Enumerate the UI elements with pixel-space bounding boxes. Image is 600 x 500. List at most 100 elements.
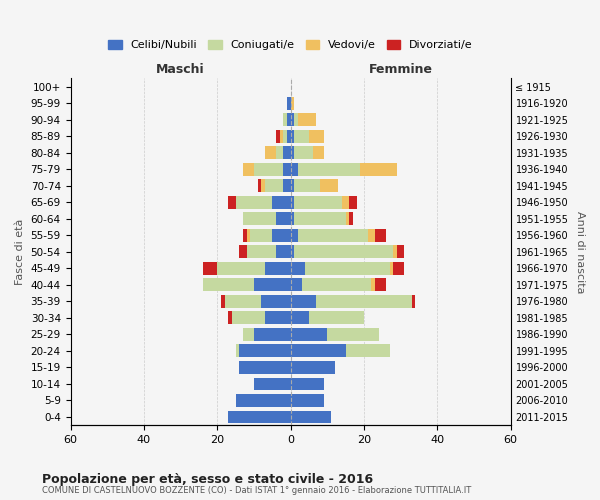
Bar bbox=[302, 278, 371, 291]
Bar bbox=[290, 328, 327, 341]
Bar bbox=[346, 212, 349, 225]
Bar bbox=[254, 378, 290, 390]
Bar bbox=[254, 278, 290, 291]
Bar bbox=[290, 163, 298, 175]
Bar bbox=[290, 180, 294, 192]
Bar bbox=[283, 163, 290, 175]
Bar bbox=[290, 113, 294, 126]
Bar bbox=[265, 312, 290, 324]
Y-axis label: Anni di nascita: Anni di nascita bbox=[575, 210, 585, 293]
Bar bbox=[346, 344, 389, 358]
Bar bbox=[290, 96, 294, 110]
Bar bbox=[276, 246, 290, 258]
Bar bbox=[236, 196, 272, 208]
Bar bbox=[228, 312, 232, 324]
Bar bbox=[290, 394, 323, 407]
Bar bbox=[265, 262, 290, 275]
Bar bbox=[294, 180, 320, 192]
Bar bbox=[294, 113, 298, 126]
Bar bbox=[224, 295, 261, 308]
Bar bbox=[261, 180, 265, 192]
Bar bbox=[217, 262, 265, 275]
Bar bbox=[375, 278, 386, 291]
Bar bbox=[298, 113, 316, 126]
Bar bbox=[309, 312, 364, 324]
Bar bbox=[290, 196, 294, 208]
Bar bbox=[254, 328, 290, 341]
Bar bbox=[342, 196, 349, 208]
Bar bbox=[283, 180, 290, 192]
Bar bbox=[305, 262, 389, 275]
Text: Popolazione per età, sesso e stato civile - 2016: Popolazione per età, sesso e stato civil… bbox=[42, 472, 373, 486]
Bar bbox=[290, 410, 331, 424]
Bar bbox=[239, 344, 290, 358]
Legend: Celibi/Nubili, Coniugati/e, Vedovi/e, Divorziati/e: Celibi/Nubili, Coniugati/e, Vedovi/e, Di… bbox=[104, 36, 477, 54]
Bar bbox=[243, 212, 276, 225]
Bar bbox=[257, 180, 261, 192]
Bar bbox=[236, 344, 239, 358]
Bar bbox=[375, 229, 386, 241]
Bar bbox=[280, 130, 283, 142]
Bar bbox=[243, 163, 254, 175]
Text: Femmine: Femmine bbox=[368, 63, 433, 76]
Bar bbox=[290, 229, 298, 241]
Bar bbox=[265, 180, 283, 192]
Bar bbox=[389, 262, 393, 275]
Bar bbox=[272, 196, 290, 208]
Bar bbox=[397, 246, 404, 258]
Bar bbox=[276, 146, 283, 159]
Bar bbox=[283, 113, 287, 126]
Bar bbox=[247, 246, 276, 258]
Bar bbox=[287, 96, 290, 110]
Bar bbox=[247, 229, 250, 241]
Bar bbox=[412, 295, 415, 308]
Bar bbox=[316, 295, 412, 308]
Bar bbox=[261, 295, 290, 308]
Bar bbox=[309, 130, 323, 142]
Bar bbox=[287, 130, 290, 142]
Bar bbox=[243, 229, 247, 241]
Bar bbox=[349, 212, 353, 225]
Bar bbox=[243, 328, 254, 341]
Bar bbox=[290, 361, 335, 374]
Bar bbox=[294, 196, 342, 208]
Bar bbox=[272, 229, 290, 241]
Bar bbox=[368, 229, 375, 241]
Bar bbox=[290, 246, 294, 258]
Bar bbox=[371, 278, 375, 291]
Bar bbox=[239, 361, 290, 374]
Text: Maschi: Maschi bbox=[156, 63, 205, 76]
Bar bbox=[393, 246, 397, 258]
Bar bbox=[313, 146, 323, 159]
Bar bbox=[283, 146, 290, 159]
Bar bbox=[276, 212, 290, 225]
Bar bbox=[294, 212, 346, 225]
Bar bbox=[327, 328, 379, 341]
Bar bbox=[290, 295, 316, 308]
Bar bbox=[203, 262, 217, 275]
Bar bbox=[290, 312, 309, 324]
Y-axis label: Fasce di età: Fasce di età bbox=[15, 218, 25, 285]
Bar bbox=[287, 113, 290, 126]
Bar bbox=[203, 278, 254, 291]
Bar bbox=[290, 278, 302, 291]
Bar bbox=[298, 163, 360, 175]
Bar bbox=[276, 130, 280, 142]
Bar bbox=[228, 196, 236, 208]
Bar bbox=[294, 146, 313, 159]
Bar bbox=[236, 394, 290, 407]
Bar bbox=[228, 410, 290, 424]
Bar bbox=[393, 262, 404, 275]
Text: COMUNE DI CASTELNUOVO BOZZENTE (CO) - Dati ISTAT 1° gennaio 2016 - Elaborazione : COMUNE DI CASTELNUOVO BOZZENTE (CO) - Da… bbox=[42, 486, 471, 495]
Bar bbox=[265, 146, 276, 159]
Bar bbox=[349, 196, 356, 208]
Bar bbox=[290, 146, 294, 159]
Bar bbox=[290, 212, 294, 225]
Bar bbox=[290, 262, 305, 275]
Bar bbox=[294, 130, 309, 142]
Bar bbox=[250, 229, 272, 241]
Bar bbox=[254, 163, 283, 175]
Bar bbox=[290, 378, 323, 390]
Bar bbox=[298, 229, 368, 241]
Bar bbox=[320, 180, 338, 192]
